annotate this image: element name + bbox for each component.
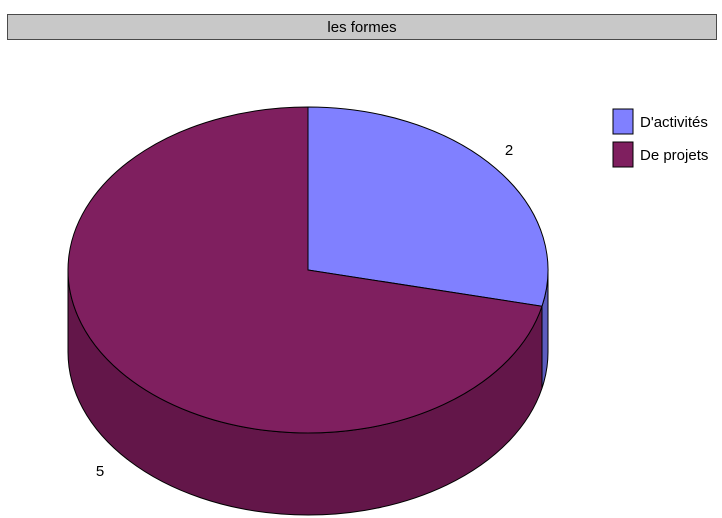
legend-swatch bbox=[612, 141, 634, 168]
pie-slice-de-projets bbox=[67, 106, 543, 434]
legend-label: D'activités bbox=[640, 114, 708, 131]
pie-slice-d-activit-s bbox=[307, 106, 549, 307]
slice-value-label: 2 bbox=[505, 142, 513, 159]
chart-title: les formes bbox=[7, 14, 717, 40]
slice-value-label: 5 bbox=[96, 463, 104, 480]
legend-label: De projets bbox=[640, 147, 708, 164]
legend-swatch bbox=[612, 108, 634, 135]
